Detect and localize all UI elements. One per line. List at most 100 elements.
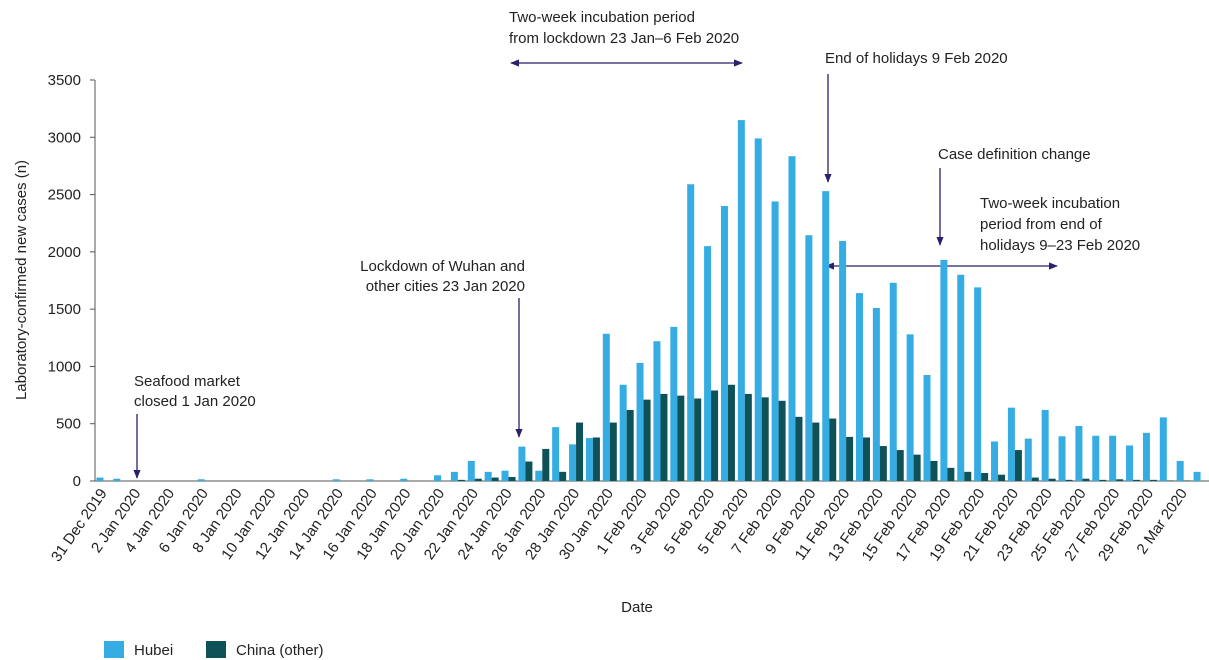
y-tick-label: 3000 (48, 129, 81, 146)
x-axis-title: Date (621, 599, 653, 616)
bar (1193, 471, 1201, 481)
bar (998, 474, 1006, 481)
bar (518, 446, 526, 481)
bar (1014, 450, 1022, 481)
bar (1099, 479, 1107, 481)
bar (839, 240, 847, 481)
bar (1024, 438, 1032, 481)
bar (113, 478, 121, 481)
bar (1183, 480, 1191, 481)
bar (1142, 432, 1150, 481)
bar (778, 400, 786, 481)
annotation-line: period from end of (980, 216, 1103, 233)
bar (754, 138, 762, 481)
bar (1176, 460, 1184, 481)
bar (592, 437, 600, 481)
bar (653, 341, 661, 481)
bar (727, 384, 735, 481)
bar (771, 201, 779, 481)
bar (508, 476, 516, 481)
bar (974, 287, 982, 481)
bar (1109, 435, 1117, 481)
bar (457, 479, 465, 481)
bar (906, 334, 914, 481)
bar (687, 184, 695, 481)
bar (602, 333, 610, 481)
bar (609, 422, 617, 481)
annotation: Case definition change (938, 146, 1091, 163)
annotation-line: from lockdown 23 Jan–6 Feb 2020 (509, 30, 739, 47)
bar (829, 418, 837, 481)
bar (619, 384, 627, 481)
bar (450, 471, 458, 481)
bar (889, 282, 897, 481)
bar (467, 460, 475, 481)
bar (737, 120, 745, 481)
legend-swatch (104, 641, 124, 658)
bar (846, 436, 854, 481)
bar (1075, 426, 1083, 481)
bar (805, 235, 813, 481)
y-tick-label: 500 (56, 416, 81, 433)
bar (711, 390, 719, 481)
bar (872, 307, 880, 481)
annotation-line: Seafood market (134, 373, 241, 390)
bar (923, 375, 931, 481)
bar (957, 274, 965, 481)
bar (1031, 477, 1039, 481)
annotation-line: other cities 23 Jan 2020 (366, 278, 525, 295)
bar (862, 437, 870, 481)
bar (1065, 479, 1073, 481)
bar (474, 478, 482, 481)
bar (1126, 445, 1134, 481)
annotation: Two-week incubation period from lockdown … (509, 9, 739, 47)
y-axis-title: Laboratory-confirmed new cases (n) (13, 160, 30, 400)
annotation-line: Two-week incubation (980, 195, 1120, 212)
legend-label: Hubei (134, 642, 173, 659)
bar (1092, 435, 1100, 481)
bar (1116, 479, 1124, 481)
annotation-line: closed 1 Jan 2020 (134, 393, 256, 410)
bar (366, 479, 374, 481)
bar (1159, 417, 1167, 481)
y-tick-label: 1000 (48, 358, 81, 375)
bar (822, 191, 830, 482)
bar (491, 477, 499, 481)
bar (1149, 479, 1157, 481)
bar (559, 471, 567, 481)
bar (913, 454, 921, 481)
bar (896, 450, 904, 481)
bar (744, 393, 752, 481)
bar (626, 409, 634, 481)
bar (400, 478, 408, 481)
bar (643, 399, 651, 481)
bar (552, 427, 560, 481)
bar (1166, 480, 1174, 481)
annotation: Two-week incubation period from end of hol… (980, 195, 1140, 254)
bar (879, 446, 887, 481)
bar (964, 471, 972, 481)
y-tick-label: 1500 (48, 301, 81, 318)
y-tick-label: 2000 (48, 244, 81, 261)
bar (761, 397, 769, 481)
annotation-line: Lockdown of Wuhan and (360, 258, 525, 275)
bar (670, 326, 678, 481)
bar (576, 422, 584, 481)
y-tick-label: 2500 (48, 187, 81, 204)
bar (795, 416, 803, 481)
bar (694, 398, 702, 481)
bar (812, 422, 820, 481)
bar (704, 246, 712, 481)
annotation-line: Two-week incubation period (509, 9, 695, 26)
annotation: End of holidays 9 Feb 2020 (825, 50, 1008, 67)
annotation: Lockdown of Wuhan and other cities 23 Jan… (360, 258, 525, 295)
bar (981, 472, 989, 481)
bar (542, 448, 550, 481)
bar (788, 156, 796, 481)
legend-swatch (206, 641, 226, 658)
bar (535, 470, 543, 481)
annotation-line: holidays 9–23 Feb 2020 (980, 237, 1140, 254)
bar (1133, 479, 1141, 481)
bar (569, 444, 577, 481)
